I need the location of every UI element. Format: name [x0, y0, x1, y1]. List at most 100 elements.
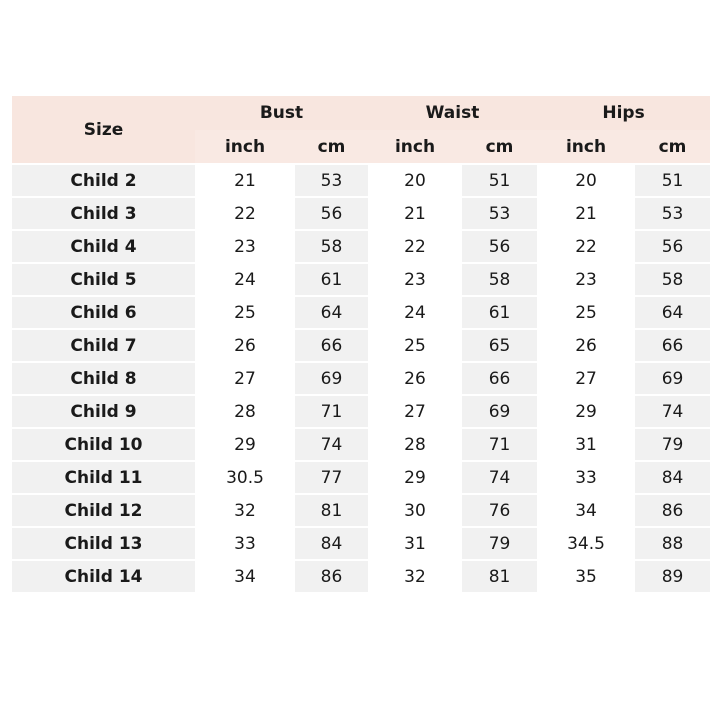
value-cell: 74 [295, 429, 368, 462]
value-cell: 33 [195, 528, 295, 561]
size-cell: Child 13 [12, 528, 195, 561]
size-cell: Child 6 [12, 297, 195, 330]
value-cell: 56 [635, 231, 711, 264]
value-cell: 53 [295, 163, 368, 198]
value-cell: 22 [537, 231, 636, 264]
size-cell: Child 9 [12, 396, 195, 429]
value-cell: 21 [537, 198, 636, 231]
table-row: Child 6 25 64 24 61 25 64 [12, 297, 711, 330]
waist-header: Waist [368, 96, 538, 130]
value-cell: 58 [295, 231, 368, 264]
value-cell: 27 [195, 363, 295, 396]
value-cell: 33 [537, 462, 636, 495]
value-cell: 61 [295, 264, 368, 297]
value-cell: 31 [537, 429, 636, 462]
size-header: Size [12, 96, 195, 163]
value-cell: 22 [195, 198, 295, 231]
unit-header: cm [635, 130, 711, 163]
size-cell: Child 12 [12, 495, 195, 528]
size-cell: Child 14 [12, 561, 195, 594]
value-cell: 25 [195, 297, 295, 330]
unit-header: cm [462, 130, 538, 163]
value-cell: 29 [195, 429, 295, 462]
value-cell: 64 [635, 297, 711, 330]
size-cell: Child 4 [12, 231, 195, 264]
size-chart: Size Bust Waist Hips inch cm inch cm inch cm … [12, 96, 711, 594]
value-cell: 84 [635, 462, 711, 495]
table-row: Child 11 30.5 77 29 74 33 84 [12, 462, 711, 495]
value-cell: 58 [635, 264, 711, 297]
value-cell: 29 [537, 396, 636, 429]
value-cell: 30 [368, 495, 462, 528]
unit-header: inch [537, 130, 636, 163]
table-row: Child 12 32 81 30 76 34 86 [12, 495, 711, 528]
value-cell: 71 [295, 396, 368, 429]
size-cell: Child 3 [12, 198, 195, 231]
size-cell: Child 7 [12, 330, 195, 363]
value-cell: 51 [635, 163, 711, 198]
value-cell: 79 [635, 429, 711, 462]
value-cell: 65 [462, 330, 538, 363]
table-row: Child 13 33 84 31 79 34.5 88 [12, 528, 711, 561]
value-cell: 74 [462, 462, 538, 495]
value-cell: 24 [195, 264, 295, 297]
value-cell: 26 [368, 363, 462, 396]
value-cell: 25 [537, 297, 636, 330]
table-row: Child 7 26 66 25 65 26 66 [12, 330, 711, 363]
table-row: Child 9 28 71 27 69 29 74 [12, 396, 711, 429]
size-cell: Child 10 [12, 429, 195, 462]
group-header-row: Size Bust Waist Hips [12, 96, 711, 163]
value-cell: 71 [462, 429, 538, 462]
value-cell: 31 [368, 528, 462, 561]
bust-header: Bust [195, 96, 368, 130]
value-cell: 66 [295, 330, 368, 363]
table-row: Child 3 22 56 21 53 21 53 [12, 198, 711, 231]
value-cell: 51 [462, 163, 538, 198]
table-row: Child 8 27 69 26 66 27 69 [12, 363, 711, 396]
value-cell: 66 [635, 330, 711, 363]
value-cell: 69 [295, 363, 368, 396]
unit-header: inch [368, 130, 462, 163]
value-cell: 86 [295, 561, 368, 594]
unit-header: inch [195, 130, 295, 163]
value-cell: 89 [635, 561, 711, 594]
unit-header-row: inch cm inch cm inch cm [12, 130, 711, 163]
value-cell: 24 [368, 297, 462, 330]
size-cell: Child 8 [12, 363, 195, 396]
table-row: Child 2 21 53 20 51 20 51 [12, 163, 711, 198]
value-cell: 20 [368, 163, 462, 198]
value-cell: 21 [195, 163, 295, 198]
table-row: Child 14 34 86 32 81 35 89 [12, 561, 711, 594]
value-cell: 32 [368, 561, 462, 594]
table-row: Child 4 23 58 22 56 22 56 [12, 231, 711, 264]
value-cell: 26 [537, 330, 636, 363]
value-cell: 76 [462, 495, 538, 528]
value-cell: 30.5 [195, 462, 295, 495]
value-cell: 53 [462, 198, 538, 231]
value-cell: 84 [295, 528, 368, 561]
value-cell: 35 [537, 561, 636, 594]
value-cell: 56 [295, 198, 368, 231]
value-cell: 64 [295, 297, 368, 330]
value-cell: 28 [195, 396, 295, 429]
unit-header: cm [295, 130, 368, 163]
value-cell: 81 [295, 495, 368, 528]
size-table: Size Bust Waist Hips inch cm inch cm inch cm … [12, 96, 711, 594]
value-cell: 58 [462, 264, 538, 297]
value-cell: 77 [295, 462, 368, 495]
value-cell: 88 [635, 528, 711, 561]
value-cell: 28 [368, 429, 462, 462]
value-cell: 74 [635, 396, 711, 429]
hips-header: Hips [537, 96, 711, 130]
value-cell: 86 [635, 495, 711, 528]
value-cell: 21 [368, 198, 462, 231]
table-row: Child 10 29 74 28 71 31 79 [12, 429, 711, 462]
value-cell: 27 [537, 363, 636, 396]
value-cell: 25 [368, 330, 462, 363]
value-cell: 34.5 [537, 528, 636, 561]
value-cell: 27 [368, 396, 462, 429]
value-cell: 61 [462, 297, 538, 330]
value-cell: 34 [195, 561, 295, 594]
value-cell: 69 [635, 363, 711, 396]
value-cell: 23 [368, 264, 462, 297]
